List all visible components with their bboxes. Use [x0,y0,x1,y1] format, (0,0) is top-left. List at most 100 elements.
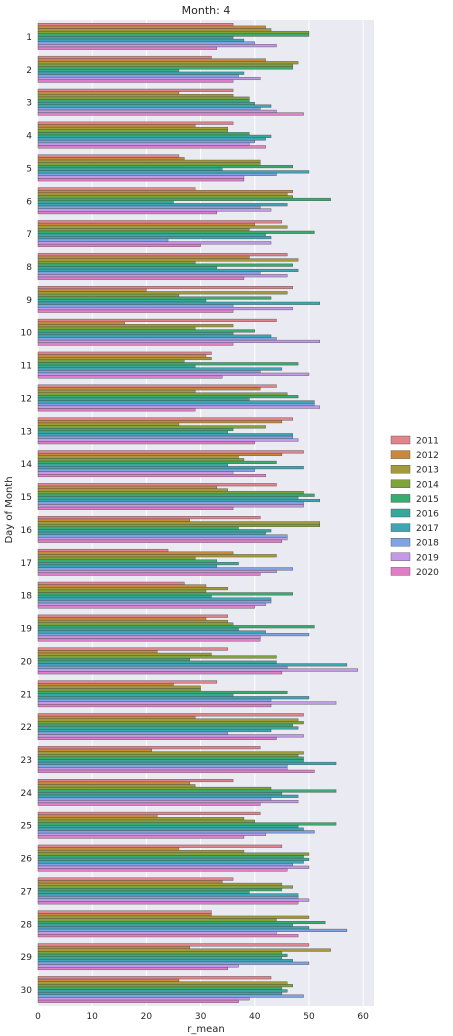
bar-2012-day-7 [37,222,255,226]
bar-2020-day-24 [37,802,261,806]
bar-2013-day-30 [37,981,288,985]
bar-2020-day-10 [37,342,234,346]
legend-swatch-2018 [390,538,411,547]
bar-2019-day-27 [37,898,310,902]
bar-2014-day-6 [37,195,293,199]
bar-2011-day-16 [37,516,261,520]
bar-2015-day-4 [37,132,250,136]
bar-2020-day-25 [37,835,245,839]
bar-2014-day-14 [37,458,245,462]
bar-2016-day-8 [37,266,218,270]
y-tick-label: 7 [26,230,32,240]
bar-2012-day-3 [37,91,180,95]
bar-2020-day-16 [37,539,283,543]
bar-2016-day-30 [37,989,288,993]
y-tick-label: 23 [21,756,32,766]
bar-2013-day-18 [37,587,228,591]
bar-2015-day-26 [37,855,304,859]
bar-2015-day-18 [37,592,293,596]
bar-2017-day-2 [37,71,245,75]
bar-2017-day-17 [37,564,218,568]
bar-2017-day-1 [37,38,245,42]
bar-2014-day-2 [37,63,293,67]
legend-swatch-2012 [390,450,411,459]
bar-2020-day-7 [37,243,201,247]
bar-2018-day-18 [37,600,272,604]
bar-2011-day-26 [37,844,283,848]
bar-2013-day-28 [37,915,310,919]
bar-2019-day-3 [37,109,277,113]
bar-2014-day-22 [37,721,304,725]
bar-2018-day-22 [37,731,228,735]
y-tick-label: 5 [26,164,32,174]
y-tick-label: 10 [21,329,33,339]
bar-2016-day-24 [37,792,283,796]
bar-2014-day-1 [37,30,310,35]
bar-2014-day-24 [37,786,272,790]
bar-2016-day-28 [37,923,293,927]
bar-2017-day-18 [37,597,272,601]
bar-2019-day-24 [37,800,299,804]
bar-2019-day-17 [37,569,277,574]
bar-2015-day-6 [37,197,331,201]
bar-2020-day-17 [37,572,261,576]
bar-2015-day-5 [37,165,293,169]
y-tick-label: 1 [26,33,32,43]
bar-2020-day-15 [37,506,234,510]
y-tick-label: 18 [21,592,33,602]
bar-2014-day-8 [37,261,196,265]
legend-label-2013: 2013 [416,466,439,476]
bar-2013-day-7 [37,225,288,229]
bar-2019-day-4 [37,142,250,146]
bar-2016-day-25 [37,825,299,829]
bar-2020-day-22 [37,736,277,740]
bar-2017-day-6 [37,203,288,207]
legend-label-2015: 2015 [416,495,439,505]
bar-2016-day-7 [37,233,266,237]
bar-2019-day-29 [37,964,239,968]
bar-2012-day-5 [37,157,185,161]
bar-2016-day-3 [37,101,255,105]
bar-2020-day-13 [37,441,255,445]
bar-2017-day-20 [37,663,348,667]
bar-2014-day-23 [37,754,299,758]
bar-2019-day-1 [37,44,277,48]
bar-2012-day-4 [37,124,196,128]
bar-2016-day-1 [37,36,234,40]
bar-2012-day-26 [37,847,180,851]
bar-2019-day-9 [37,307,293,311]
bar-2015-day-24 [37,789,337,793]
y-tick-label: 24 [21,789,33,799]
bar-2012-day-20 [37,650,158,654]
y-tick-label: 14 [21,460,33,470]
bar-2011-day-19 [37,614,228,618]
bar-2015-day-10 [37,329,255,333]
y-tick-label: 22 [21,723,32,733]
bar-2013-day-4 [37,126,228,130]
bar-2012-day-19 [37,617,207,621]
bar-2019-day-10 [37,339,321,343]
bar-2018-day-27 [37,896,299,900]
bar-2018-day-5 [37,172,277,176]
bar-2011-day-30 [37,976,272,980]
bar-2020-day-4 [37,145,266,149]
bar-2014-day-10 [37,326,196,330]
bar-2020-day-30 [37,999,239,1003]
bars [37,23,358,1003]
bar-2012-day-2 [37,58,266,62]
bar-2014-day-19 [37,622,234,626]
bar-2013-day-19 [37,619,228,623]
bar-2018-day-4 [37,140,255,144]
bar-2016-day-17 [37,562,239,566]
bar-2014-day-30 [37,984,293,988]
bar-2019-day-5 [37,175,245,179]
bar-2018-day-25 [37,830,315,834]
bar-2012-day-30 [37,978,180,982]
bar-2018-day-23 [37,764,288,768]
bar-2015-day-30 [37,986,283,990]
ticks: 0 10 20 30 40 50 60123456789101112131415161718… [21,33,370,1022]
bar-2013-day-9 [37,291,288,295]
bar-2014-day-5 [37,162,261,166]
bar-2017-day-30 [37,991,283,996]
